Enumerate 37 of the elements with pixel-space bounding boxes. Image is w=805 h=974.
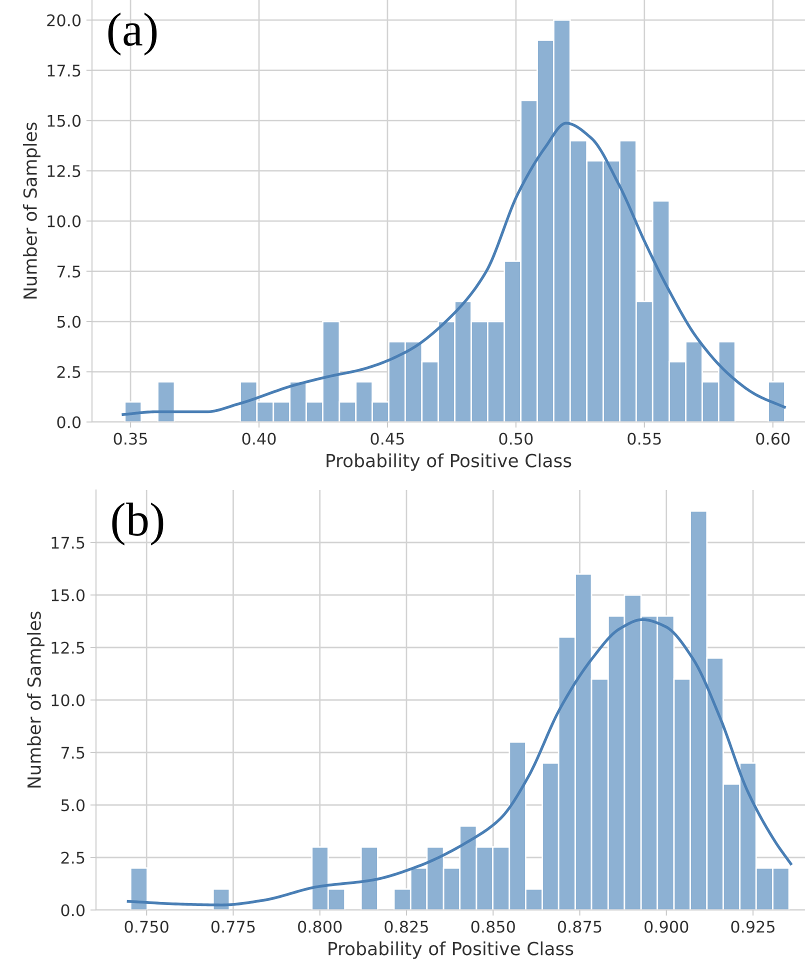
y-tick-label: 5.0 <box>57 316 81 328</box>
y-tick-label: 20.0 <box>47 14 81 26</box>
x-axis-title: Probability of Positive Class <box>328 941 574 959</box>
y-tick-label: 10.0 <box>52 694 85 706</box>
x-tick-label: 0.800 <box>298 920 342 933</box>
x-tick-label: 0.60 <box>756 432 790 445</box>
x-tick-label: 0.40 <box>242 432 276 445</box>
x-tick-label: 0.50 <box>499 432 533 445</box>
y-tick-label: 2.5 <box>61 852 84 864</box>
x-tick-label: 0.900 <box>644 920 688 933</box>
y-tick-label: 7.5 <box>61 746 84 759</box>
y-tick-label: 2.5 <box>57 366 80 378</box>
y-tick-label: 15.0 <box>52 589 85 602</box>
x-tick-label: 0.55 <box>628 432 661 445</box>
y-tick-label: 12.5 <box>48 165 80 178</box>
annotation: (b) <box>112 502 164 546</box>
y-tick-label: 17.5 <box>48 64 80 77</box>
y-tick-label: 17.5 <box>52 536 84 549</box>
annotation: (a) <box>108 12 157 56</box>
x-tick-label: 0.875 <box>558 920 602 933</box>
x-tick-label: 0.925 <box>731 920 774 933</box>
y-tick-label: 5.0 <box>61 799 85 812</box>
x-tick-label: 0.775 <box>211 920 255 933</box>
y-tick-label: 0.0 <box>61 904 85 916</box>
y-tick-label: 7.5 <box>57 266 80 278</box>
x-tick-label: 0.35 <box>114 432 147 445</box>
x-axis-title: Probability of Positive Class <box>326 453 572 471</box>
x-tick-label: 0.825 <box>384 920 428 933</box>
x-tick-label: 0.45 <box>370 432 404 445</box>
y-tick-label: 15.0 <box>48 114 81 127</box>
x-tick-label: 0.750 <box>124 920 168 933</box>
y-tick-label: 0.0 <box>57 416 81 428</box>
y-axis-title: Number of Samples <box>26 612 44 788</box>
y-tick-label: 12.5 <box>52 642 84 654</box>
y-tick-label: 10.0 <box>48 215 81 228</box>
y-axis-title: Number of Samples <box>22 122 40 298</box>
x-tick-label: 0.850 <box>471 920 515 933</box>
